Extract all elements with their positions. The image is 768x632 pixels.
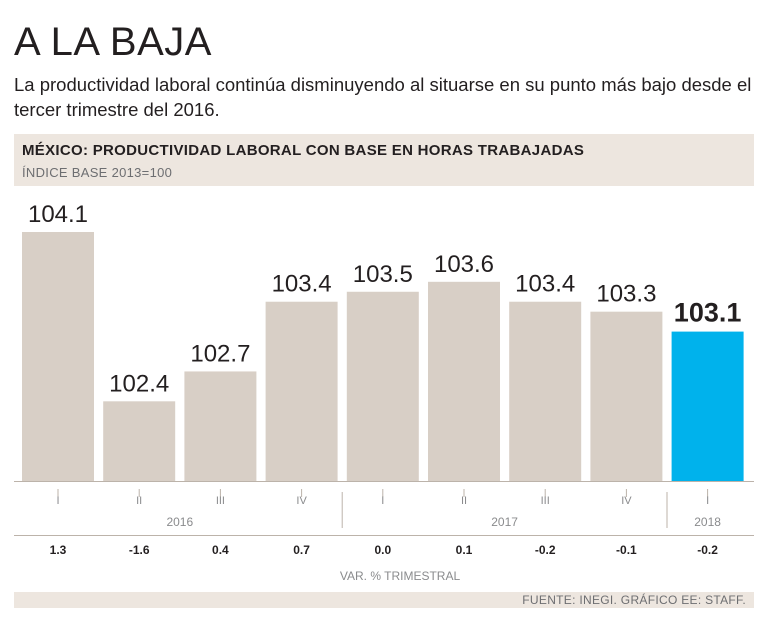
bar: [428, 281, 500, 481]
x-tick-label: I: [56, 495, 59, 507]
bar-value-label: 103.3: [596, 281, 656, 308]
x-tick-label: I: [706, 495, 709, 507]
x-tick-label: I: [381, 495, 384, 507]
year-label: 2018: [694, 515, 721, 529]
change-value: -0.2: [697, 543, 718, 557]
change-axis-label: VAR. % TRIMESTRAL: [340, 569, 461, 583]
bar-value-label: 103.4: [272, 271, 332, 298]
chart-header: MÉXICO: PRODUCTIVIDAD LABORAL CON BASE E…: [14, 134, 754, 186]
change-value: -0.1: [616, 543, 637, 557]
bar-value-label: 103.5: [353, 261, 413, 288]
change-value: 1.3: [50, 543, 67, 557]
bar: [346, 291, 419, 481]
bar-value-label: 103.4: [515, 271, 575, 298]
change-value: 0.7: [293, 543, 310, 557]
bar: [265, 301, 338, 481]
x-tick-label: III: [541, 495, 550, 507]
source-text: FUENTE: INEGI. GRÁFICO EE: STAFF.: [522, 593, 746, 607]
change-value: -0.2: [535, 543, 556, 557]
page-title: A LA BAJA: [14, 20, 212, 64]
bar-value-label: 102.7: [190, 340, 250, 367]
change-value: 0.0: [374, 543, 391, 557]
page-subtitle: La productividad laboral continúa dismin…: [14, 74, 752, 120]
bar-value-label: 103.1: [674, 298, 742, 328]
source-note: FUENTE: INEGI. GRÁFICO EE: STAFF.: [14, 592, 754, 608]
year-label: 2017: [491, 515, 518, 529]
bar: [184, 371, 257, 481]
bar: [22, 232, 94, 481]
x-tick-label: IV: [621, 495, 632, 507]
change-value: 0.4: [212, 543, 229, 557]
x-tick-label: II: [136, 495, 142, 507]
bar-value-label: 102.4: [109, 370, 169, 397]
chart-title: MÉXICO: PRODUCTIVIDAD LABORAL CON BASE E…: [22, 142, 585, 159]
chart-subtitle: ÍNDICE BASE 2013=100: [22, 165, 173, 180]
x-tick-label: II: [461, 495, 467, 507]
year-label: 2016: [166, 515, 193, 529]
x-tick-label: IV: [296, 495, 307, 507]
bar-value-label: 103.6: [434, 251, 494, 278]
bar: [671, 331, 744, 481]
change-value: -1.6: [129, 543, 150, 557]
bar: [509, 301, 582, 481]
bar-chart: 104.1I1.3102.4II-1.6102.7III0.4103.4IV0.…: [14, 201, 754, 583]
bar-value-label: 104.1: [28, 201, 88, 228]
x-tick-label: III: [216, 495, 225, 507]
change-value: 0.1: [456, 543, 473, 557]
bar: [590, 311, 663, 481]
bar: [103, 401, 176, 481]
